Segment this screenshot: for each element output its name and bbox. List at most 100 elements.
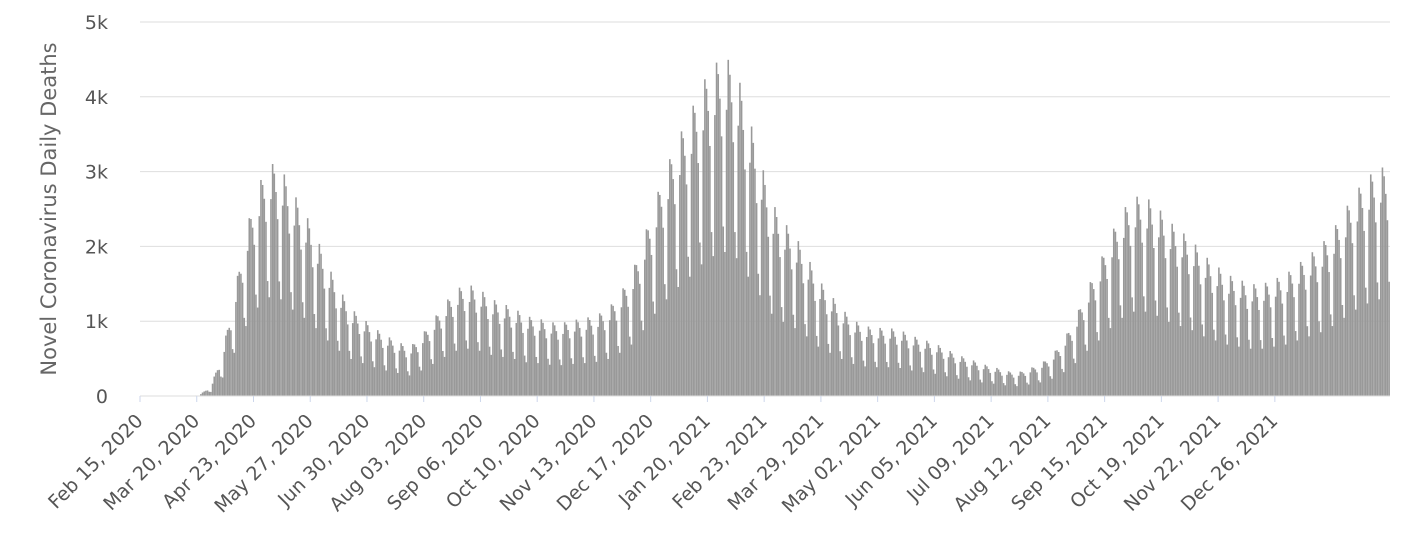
bar — [573, 331, 576, 396]
bar — [1378, 299, 1380, 396]
bar — [1129, 245, 1132, 396]
bar — [563, 322, 566, 396]
bar — [478, 350, 481, 396]
bar — [515, 322, 518, 396]
bar — [528, 316, 531, 396]
bar — [1358, 187, 1360, 396]
bar — [1288, 271, 1290, 396]
x-tick-label: May 02, 2021 — [778, 410, 885, 517]
bar — [670, 164, 673, 396]
bar — [1334, 225, 1337, 396]
bar — [847, 324, 850, 396]
bar — [1121, 317, 1123, 396]
bar — [1057, 352, 1060, 396]
bar — [972, 360, 975, 396]
bar — [1349, 222, 1352, 396]
bar — [710, 232, 713, 396]
bar — [610, 304, 613, 396]
bar — [962, 358, 965, 396]
bar — [392, 345, 394, 396]
bar — [647, 230, 649, 396]
bar — [348, 350, 351, 396]
bar — [799, 249, 801, 396]
bar — [298, 225, 301, 396]
bar — [527, 328, 529, 396]
bar — [992, 383, 995, 396]
bar — [684, 155, 686, 396]
bar — [278, 281, 281, 396]
bar — [1031, 367, 1033, 396]
bar — [236, 275, 239, 396]
bar — [729, 74, 731, 396]
bar — [1226, 344, 1229, 396]
bar — [849, 335, 851, 396]
bar — [1112, 228, 1115, 396]
bar — [867, 326, 870, 396]
bar — [937, 345, 940, 396]
bar — [734, 232, 736, 396]
bar — [675, 269, 678, 396]
bar — [535, 356, 538, 396]
bar — [869, 329, 871, 396]
bar — [725, 109, 728, 396]
bar — [1064, 345, 1067, 396]
bar — [600, 315, 603, 396]
bar — [1328, 272, 1330, 396]
bar — [977, 370, 980, 396]
bar — [412, 344, 414, 396]
bar — [739, 82, 741, 396]
bar — [974, 362, 977, 396]
bar — [498, 323, 501, 396]
bar — [1339, 258, 1342, 396]
bar — [1294, 331, 1297, 396]
bar — [820, 283, 823, 396]
bar — [812, 283, 815, 396]
bar — [1306, 326, 1309, 396]
bar — [949, 350, 951, 396]
bar — [690, 153, 693, 396]
bar — [1274, 296, 1277, 396]
bar — [443, 356, 446, 396]
bar — [1196, 252, 1198, 396]
bar — [1278, 281, 1280, 396]
bar — [717, 74, 720, 396]
bar — [899, 368, 901, 396]
bar — [553, 325, 556, 396]
bar — [1042, 361, 1045, 396]
bar — [381, 347, 384, 396]
bar — [276, 219, 279, 396]
bar — [1087, 302, 1090, 396]
bar — [1086, 350, 1088, 396]
bar — [804, 324, 806, 396]
bar — [597, 326, 599, 396]
bar — [1261, 348, 1264, 396]
bar — [492, 314, 494, 396]
bar — [864, 366, 866, 396]
bar — [809, 261, 811, 396]
bar — [687, 256, 689, 396]
bar — [1371, 181, 1374, 396]
bar — [1141, 242, 1143, 396]
bar — [770, 313, 773, 396]
bar — [1244, 295, 1247, 396]
bar — [380, 339, 382, 396]
bar — [1166, 307, 1168, 396]
bar — [1106, 278, 1108, 396]
bar — [1234, 305, 1237, 396]
bar — [765, 207, 768, 396]
bar — [790, 269, 793, 396]
bar — [971, 365, 973, 396]
bar — [1203, 336, 1205, 396]
bar — [1291, 283, 1294, 396]
bar — [830, 311, 833, 396]
bar — [795, 262, 798, 396]
bar — [1279, 290, 1282, 396]
bar — [288, 233, 291, 396]
bar — [218, 369, 221, 396]
bar — [1011, 374, 1013, 396]
bar — [268, 297, 271, 396]
bar — [263, 198, 266, 396]
bar — [805, 336, 808, 396]
